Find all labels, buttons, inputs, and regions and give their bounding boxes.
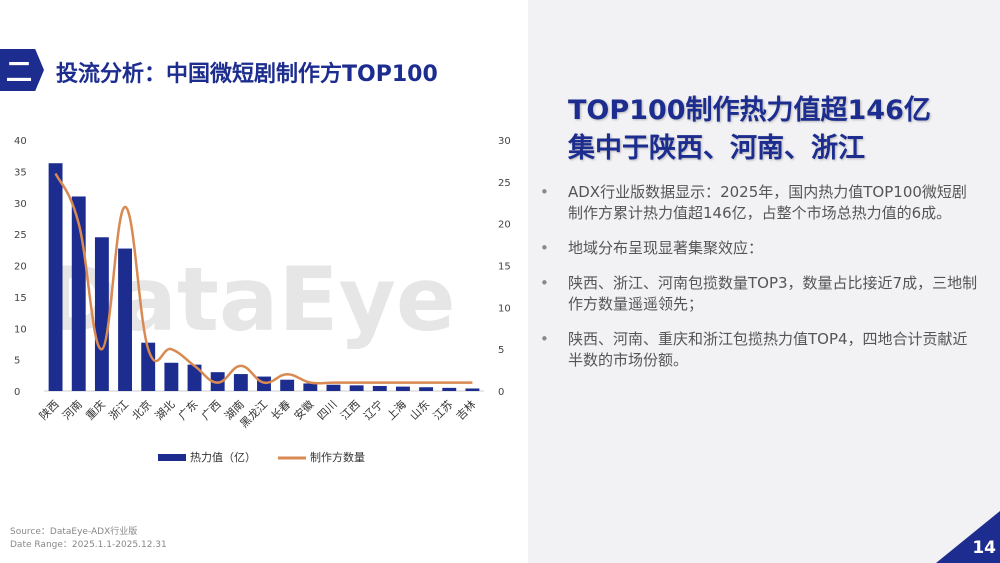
x-tick-label: 陕西 — [36, 397, 61, 422]
source-note: Source：DataEye-ADX行业版 Date Range：2025.1.… — [10, 526, 167, 552]
bar — [164, 362, 179, 391]
y-right-tick-label: 5 — [498, 345, 504, 356]
headline-line-1: TOP100制作热力值超146亿 — [568, 95, 931, 126]
page-number: 14 — [972, 538, 996, 558]
bar — [326, 384, 341, 391]
bar — [442, 387, 457, 391]
y-left-tick-label: 20 — [14, 262, 27, 273]
bar — [48, 163, 63, 391]
chart-container: DataEye 0 5 10 15 20 25 30 35 40 0 5 10 15 20 25 30 陕西 河南重… — [0, 120, 528, 480]
bullet-item: • ADX行业版数据显示：2025年，国内热力值TOP100微短剧制作方累计热力值… — [540, 182, 980, 224]
bar — [94, 237, 109, 391]
x-tick-label: 江西 — [338, 398, 363, 423]
bar — [187, 364, 202, 391]
bar-line-chart: DataEye 0 5 10 15 20 25 30 35 40 0 5 10 15 20 25 30 陕西河南重… — [14, 136, 511, 464]
watermark-text: DataEye — [44, 248, 455, 351]
bullet-text: 陕西、浙江、河南包揽数量TOP3，数量占比接近7成，三地制作方数量遥遥领先； — [568, 274, 978, 313]
y-right-tick-label: 10 — [498, 303, 511, 314]
bar — [118, 248, 132, 391]
x-tick-label: 长春 — [269, 398, 294, 423]
y-left-tick-label: 5 — [14, 356, 20, 367]
bullet-text: ADX行业版数据显示：2025年，国内热力值TOP100微短剧制作方累计热力值超… — [568, 183, 967, 222]
bullet-text: 地域分布呈现显著集聚效应： — [568, 239, 764, 257]
y-left-tick-label: 25 — [14, 230, 27, 241]
bullet-dot-icon: • — [540, 274, 549, 292]
x-tick-label: 浙江 — [106, 398, 131, 423]
page-title: 投流分析：中国微短剧制作方TOP100 — [56, 62, 438, 87]
headline-line-2: 集中于陕西、河南、浙江 — [568, 133, 865, 164]
bar — [280, 379, 295, 391]
bar — [465, 388, 480, 391]
bullet-dot-icon: • — [540, 183, 549, 201]
bullet-text: 陕西、河南、重庆和浙江包揽热力值TOP4，四地合计贡献近半数的市场份额。 — [568, 330, 968, 369]
bar — [141, 342, 156, 391]
x-tick-label: 四川 — [315, 398, 340, 423]
right-panel — [528, 0, 1000, 563]
x-tick-label: 山东 — [407, 398, 432, 423]
section-number: 二 — [5, 57, 32, 88]
legend-bar-label: 热力值（亿） — [190, 451, 256, 464]
bar — [303, 383, 318, 391]
headline: TOP100制作热力值超146亿 集中于陕西、河南、浙江 — [568, 92, 931, 168]
x-tick-label: 江苏 — [431, 398, 456, 423]
section-number-badge: 二 — [0, 49, 44, 91]
legend-bar-swatch — [158, 454, 186, 461]
line-series-path — [54, 172, 473, 385]
bar — [419, 387, 434, 391]
y-left-tick-label: 30 — [14, 199, 27, 210]
bar — [233, 374, 248, 391]
bullet-item: • 地域分布呈现显著集聚效应： — [540, 238, 980, 259]
bullet-dot-icon: • — [540, 239, 549, 257]
bullet-list: • ADX行业版数据显示：2025年，国内热力值TOP100微短剧制作方累计热力值… — [540, 182, 980, 385]
y-right-tick-label: 15 — [498, 262, 511, 273]
y-left-tick-label: 10 — [14, 324, 27, 335]
y-right-tick-label: 25 — [498, 178, 511, 189]
bullet-dot-icon: • — [540, 330, 549, 348]
x-tick-label: 北京 — [129, 397, 154, 422]
x-tick-label: 湖北 — [153, 398, 178, 423]
y-right-tick-label: 30 — [498, 136, 511, 147]
source-line-2: Date Range：2025.1.1-2025.12.31 — [10, 540, 167, 550]
x-tick-label: 广东 — [176, 398, 201, 423]
x-tick-label: 辽宁 — [360, 397, 385, 422]
bullet-item: • 陕西、浙江、河南包揽数量TOP3，数量占比接近7成，三地制作方数量遥遥领先； — [540, 273, 980, 315]
y-left-tick-label: 40 — [14, 136, 27, 147]
x-tick-label: 广西 — [199, 398, 224, 423]
y-right-tick-label: 20 — [498, 220, 511, 231]
y-left-tick-label: 35 — [14, 167, 27, 178]
bar — [349, 385, 364, 391]
y-left-tick-label: 15 — [14, 293, 27, 304]
source-line-1: Source：DataEye-ADX行业版 — [10, 527, 138, 537]
y-left-tick-label: 0 — [14, 387, 20, 398]
bullet-item: • 陕西、河南、重庆和浙江包揽热力值TOP4，四地合计贡献近半数的市场份额。 — [540, 329, 980, 371]
bar — [372, 385, 387, 391]
x-tick-label: 河南 — [60, 398, 85, 423]
legend-line-label: 制作方数量 — [310, 450, 365, 464]
bar — [396, 386, 410, 391]
x-tick-label: 上海 — [384, 397, 409, 422]
y-right-tick-label: 0 — [498, 387, 504, 398]
x-tick-label: 重庆 — [83, 397, 108, 422]
x-tick-label: 吉林 — [453, 397, 478, 422]
x-tick-label: 安徽 — [291, 397, 316, 422]
